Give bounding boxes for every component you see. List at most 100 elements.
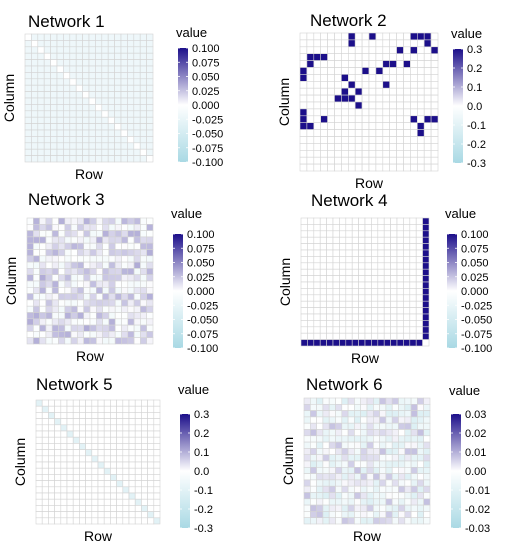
heatmap-cell bbox=[120, 52, 128, 60]
heatmap-cell bbox=[95, 129, 103, 137]
heatmap-cell bbox=[141, 467, 148, 475]
heatmap-cell bbox=[102, 268, 110, 275]
heatmap-cell bbox=[377, 313, 385, 321]
heatmap-cell bbox=[368, 53, 377, 61]
heatmap-cell bbox=[95, 78, 103, 86]
heatmap-cell bbox=[382, 115, 390, 124]
heatmap-cell bbox=[82, 104, 90, 112]
heatmap-cell bbox=[422, 236, 430, 244]
heatmap-cell bbox=[37, 84, 45, 92]
heatmap-cell bbox=[403, 60, 411, 68]
heatmap-cell bbox=[345, 332, 353, 340]
heatmap-cell bbox=[35, 399, 43, 407]
heatmap-cell bbox=[396, 81, 404, 89]
heatmap-cell bbox=[127, 305, 135, 313]
heatmap-cell bbox=[389, 136, 397, 144]
heatmap-cell bbox=[375, 129, 384, 137]
heatmap-cell bbox=[24, 155, 32, 163]
heatmap-cell bbox=[379, 397, 387, 405]
legend-tick-label: -0.3 bbox=[194, 523, 213, 535]
heatmap-cell bbox=[383, 262, 391, 270]
heatmap-cell bbox=[320, 32, 328, 41]
heatmap-cell bbox=[147, 405, 155, 413]
heatmap-cell bbox=[128, 436, 136, 444]
heatmap-cell bbox=[391, 473, 399, 481]
heatmap-cell bbox=[56, 123, 64, 131]
heatmap-cell bbox=[358, 256, 366, 264]
heatmap-cell bbox=[26, 217, 34, 225]
heatmap-cell bbox=[404, 504, 412, 512]
heatmap-cell bbox=[122, 436, 130, 444]
heatmap-cell bbox=[328, 460, 336, 468]
heatmap-cell bbox=[334, 163, 342, 172]
heatmap-cell bbox=[153, 424, 161, 432]
heatmap-cell bbox=[110, 511, 117, 519]
heatmap-cell bbox=[358, 243, 366, 251]
heatmap-cell bbox=[300, 230, 308, 238]
heatmap-cell bbox=[360, 422, 368, 430]
heatmap-cell bbox=[45, 299, 53, 307]
heatmap-cell bbox=[345, 256, 353, 264]
heatmap-cell bbox=[416, 87, 425, 96]
heatmap-cell bbox=[309, 466, 317, 474]
heatmap-cell bbox=[91, 498, 99, 506]
heatmap-cell bbox=[141, 511, 148, 519]
heatmap-cell bbox=[83, 242, 91, 250]
heatmap-cell bbox=[409, 256, 417, 264]
heatmap-cell bbox=[361, 53, 370, 61]
heatmap-cell bbox=[398, 441, 406, 449]
heatmap-cell bbox=[410, 87, 418, 96]
heatmap-cell bbox=[56, 78, 64, 86]
heatmap-cell bbox=[72, 492, 80, 500]
heatmap-cell bbox=[91, 467, 99, 475]
heatmap-cell bbox=[377, 224, 385, 232]
heatmap-cell bbox=[313, 60, 321, 68]
heatmap-cell bbox=[66, 443, 74, 450]
heatmap-cell bbox=[54, 511, 62, 519]
heatmap-cell bbox=[354, 94, 363, 103]
heatmap-cell bbox=[423, 403, 431, 411]
heatmap-cell bbox=[410, 156, 418, 165]
heatmap-cell bbox=[423, 108, 432, 117]
y-axis-label: Column bbox=[12, 438, 28, 486]
heatmap-cell bbox=[103, 405, 111, 413]
heatmap-cell bbox=[409, 294, 417, 302]
heatmap-cell bbox=[79, 467, 86, 475]
heatmap-cell bbox=[396, 217, 404, 225]
heatmap-cell bbox=[410, 460, 418, 468]
heatmap-cell bbox=[382, 94, 390, 103]
heatmap-cell bbox=[103, 424, 111, 432]
heatmap-cell bbox=[146, 78, 154, 86]
heatmap-cell bbox=[358, 236, 366, 244]
heatmap-cell bbox=[43, 40, 51, 48]
heatmap-cell bbox=[146, 236, 154, 244]
heatmap-cell bbox=[41, 430, 49, 438]
heatmap-cell bbox=[351, 224, 359, 232]
heatmap-cell bbox=[313, 339, 321, 347]
heatmap-cell bbox=[102, 261, 110, 269]
heatmap-cell bbox=[391, 479, 399, 487]
heatmap-cell bbox=[83, 299, 91, 307]
heatmap-cell bbox=[415, 275, 423, 283]
heatmap-cell bbox=[377, 281, 385, 289]
heatmap-cell bbox=[307, 294, 315, 302]
heatmap-cell bbox=[114, 293, 122, 301]
heatmap-cell bbox=[316, 435, 324, 443]
heatmap-cell bbox=[54, 455, 62, 463]
heatmap-cell bbox=[319, 243, 327, 251]
heatmap-cell bbox=[372, 479, 380, 487]
heatmap-cell bbox=[147, 424, 155, 432]
heatmap-cell bbox=[377, 249, 385, 257]
heatmap-cell bbox=[75, 155, 83, 163]
heatmap-cell bbox=[372, 498, 380, 506]
heatmap-cell bbox=[35, 412, 43, 419]
heatmap-cell bbox=[116, 436, 124, 444]
heatmap-cell bbox=[69, 72, 77, 80]
heatmap-cell bbox=[32, 318, 40, 326]
heatmap-cell bbox=[309, 492, 317, 500]
heatmap-cell bbox=[43, 155, 51, 163]
heatmap-cell bbox=[354, 473, 361, 481]
heatmap-cell bbox=[382, 150, 390, 158]
heatmap-cell bbox=[69, 97, 77, 105]
heatmap-cell bbox=[56, 97, 64, 105]
